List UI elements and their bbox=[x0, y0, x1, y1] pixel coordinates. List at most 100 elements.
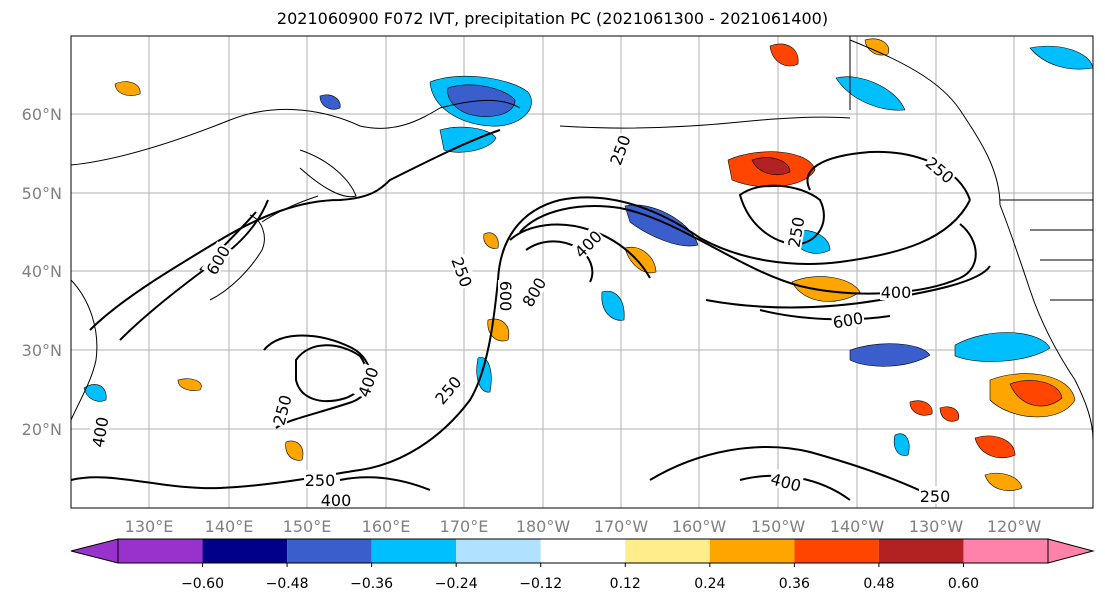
colorbar-tick-label: −0.36 bbox=[350, 576, 393, 592]
colorbar-swatch bbox=[371, 539, 457, 563]
map-title: 2021060900 F072 IVT, precipitation PC (2… bbox=[276, 9, 829, 28]
contour-label: 250 bbox=[269, 393, 295, 427]
latitude-label: 50°N bbox=[22, 184, 62, 203]
longitude-label: 150°W bbox=[751, 517, 806, 536]
longitude-label: 150°E bbox=[283, 517, 332, 536]
colorbar-tick-label: −0.48 bbox=[266, 576, 309, 592]
longitude-label: 170°W bbox=[594, 517, 649, 536]
colorbar-tick-label: 0.12 bbox=[610, 576, 641, 592]
positive-anomaly-south bbox=[984, 472, 1023, 491]
colorbar-swatch bbox=[287, 539, 372, 563]
contour-400-east-loop bbox=[738, 184, 825, 246]
contour-400-jet bbox=[519, 205, 977, 295]
negative-anomaly-sw bbox=[83, 384, 107, 402]
colorbar-tick-label: 0.48 bbox=[863, 576, 894, 592]
colorbar-tick-label: −0.24 bbox=[435, 576, 478, 592]
coast-kamchatka bbox=[299, 149, 357, 198]
contour-250-northwest bbox=[89, 129, 501, 331]
latitude-label: 30°N bbox=[22, 341, 62, 360]
longitude-label: 130°W bbox=[909, 517, 964, 536]
positive-anomaly-north-1 bbox=[769, 43, 799, 67]
positive-anomaly-south-west bbox=[285, 440, 304, 461]
contour-label: 250 bbox=[447, 255, 475, 290]
colorbar-tick-label: −0.12 bbox=[519, 576, 562, 592]
contour-label: 400 bbox=[769, 469, 803, 495]
longitude-label: 120°W bbox=[987, 517, 1042, 536]
contour-label: 400 bbox=[881, 283, 912, 302]
latitude-label: 40°N bbox=[22, 262, 62, 281]
contour-250-west bbox=[71, 279, 499, 490]
contour-400-west bbox=[119, 199, 269, 341]
colorbar-swatch bbox=[794, 539, 879, 563]
colorbar-tick-label: 0.36 bbox=[779, 576, 810, 592]
contour-label: 400 bbox=[88, 415, 112, 448]
contour-label: 800 bbox=[519, 274, 551, 310]
colorbar-swatch bbox=[709, 539, 795, 563]
contour-label: 400 bbox=[354, 365, 382, 400]
contour-600-east bbox=[759, 309, 891, 321]
contour-250-main-jet bbox=[497, 196, 971, 281]
contour-labels: 2502502502502502502502504004004004004004… bbox=[87, 131, 959, 510]
colorbar-swatch bbox=[963, 539, 1048, 563]
longitude-label: 130°E bbox=[125, 517, 174, 536]
positive-anomaly-west bbox=[114, 81, 141, 96]
graticule bbox=[71, 36, 1093, 508]
contour-label: 600 bbox=[831, 308, 864, 332]
negative-anomaly-bering bbox=[439, 126, 497, 153]
positive-anomaly-sw-2 bbox=[177, 378, 202, 391]
longitude-labels: 130°E 140°E 150°E 160°E 170°E 180°W 170°W 160°W… bbox=[125, 517, 1042, 536]
contour-label: 600 bbox=[496, 281, 515, 312]
latitude-label: 20°N bbox=[22, 420, 62, 439]
longitude-label: 160°W bbox=[672, 517, 727, 536]
colorbar-outline bbox=[117, 538, 1049, 564]
negative-anomaly-central bbox=[601, 290, 625, 321]
colorbar: −0.60 −0.48 −0.36 −0.24 −0.12 0.12 0.24 0.36 0.4… bbox=[70, 538, 1095, 592]
coast-north-america bbox=[999, 204, 1093, 441]
colorbar-swatch bbox=[625, 539, 710, 563]
precipitation-shading bbox=[83, 38, 1093, 491]
coast-kuril-chain bbox=[261, 195, 319, 223]
contour-label: 250 bbox=[305, 471, 336, 490]
latitude-label: 60°N bbox=[22, 105, 62, 124]
colorbar-tick-label: 0.60 bbox=[948, 576, 979, 592]
negative-anomaly-gulf bbox=[835, 76, 906, 111]
colorbar-swatch bbox=[118, 539, 203, 563]
coast-alaska bbox=[849, 39, 1001, 206]
positive-anomaly-east-pacific bbox=[791, 276, 861, 302]
positive-anomaly-west-2 bbox=[483, 232, 499, 249]
contour-label: 250 bbox=[920, 487, 951, 506]
longitude-label: 140°W bbox=[830, 517, 885, 536]
contour-label: 250 bbox=[922, 153, 958, 187]
border-states bbox=[1030, 229, 1093, 301]
coastlines bbox=[71, 36, 1093, 441]
longitude-label: 160°E bbox=[362, 517, 411, 536]
contour-label: 250 bbox=[431, 373, 465, 409]
positive-anomaly-north-2 bbox=[864, 38, 890, 56]
negative-anomaly-west bbox=[319, 94, 341, 110]
coast-china bbox=[71, 279, 98, 421]
colorbar-tick-label: −0.60 bbox=[181, 576, 224, 592]
coast-aleutians bbox=[559, 116, 851, 129]
negative-anomaly-northwest bbox=[1029, 45, 1093, 70]
negative-anomaly-subtropics-1 bbox=[849, 343, 931, 367]
contour-label: 400 bbox=[321, 491, 352, 510]
positive-anomaly-gulf-center bbox=[751, 157, 791, 175]
positive-anomaly-tropics bbox=[974, 435, 1016, 459]
longitude-label: 170°E bbox=[440, 517, 489, 536]
colorbar-swatch bbox=[878, 539, 964, 563]
contour-400-inner bbox=[705, 265, 991, 309]
positive-anomaly-islands bbox=[909, 400, 933, 416]
negative-anomaly-subtropics-2 bbox=[954, 332, 1051, 362]
contour-250-alaska bbox=[806, 150, 971, 201]
colorbar-swatch bbox=[456, 539, 541, 563]
contour-250-southeast bbox=[649, 446, 941, 501]
latitude-labels: 60°N 50°N 40°N 30°N 20°N bbox=[22, 105, 62, 439]
positive-anomaly-central bbox=[624, 246, 657, 274]
longitude-label: 140°E bbox=[205, 517, 254, 536]
positive-anomaly-islands-2 bbox=[939, 406, 960, 422]
negative-anomaly-se bbox=[893, 433, 910, 456]
contour-label: 250 bbox=[606, 133, 634, 168]
coast-siberia bbox=[71, 100, 521, 166]
colorbar-tick-label: 0.24 bbox=[694, 576, 725, 592]
